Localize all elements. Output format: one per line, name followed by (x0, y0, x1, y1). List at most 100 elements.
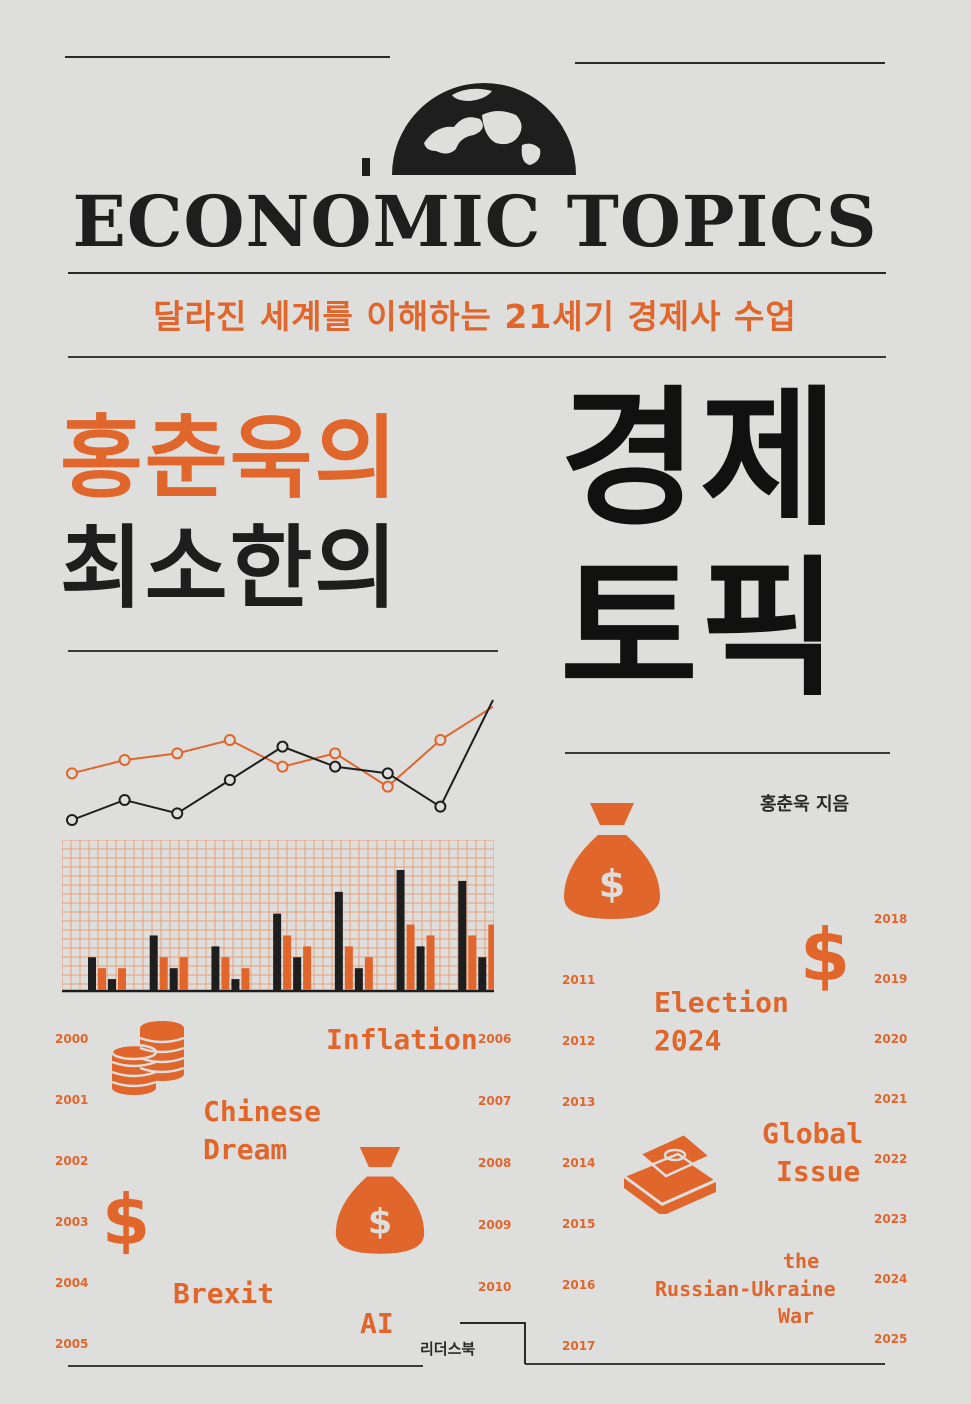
year-label: 2014 (562, 1156, 596, 1170)
bar (426, 935, 435, 990)
keyword-chinese: Chinese (203, 1095, 322, 1128)
line-point (223, 734, 236, 746)
bar (283, 935, 292, 990)
year-label: 2002 (55, 1154, 89, 1168)
bar (293, 957, 302, 990)
line-point (434, 734, 447, 746)
bar (179, 957, 188, 990)
line-point (66, 767, 78, 780)
year-label: 2023 (874, 1212, 908, 1226)
rule-under-korean-title (68, 650, 498, 652)
year-label: 2011 (562, 973, 596, 987)
line-point (171, 747, 184, 760)
bar (354, 968, 363, 990)
line-point (118, 754, 131, 766)
keyword-election: Election (654, 986, 789, 1019)
year-label: 2019 (874, 972, 908, 986)
bar (478, 957, 487, 990)
year-label: 2010 (478, 1280, 512, 1294)
svg-text:$: $ (800, 913, 850, 992)
year-label: 2016 (562, 1278, 596, 1292)
keyword-dream: Dream (203, 1133, 288, 1166)
bar (149, 935, 158, 990)
keyword-election-year: 2024 (654, 1024, 722, 1057)
coin-stack-icon (110, 1021, 185, 1095)
title-line-2: 최소한의 (60, 516, 400, 621)
year-label: 2008 (478, 1156, 512, 1170)
year-label: 2003 (55, 1215, 89, 1229)
bar (344, 946, 353, 990)
english-title: ECONOMIC TOPICS (72, 180, 878, 263)
line-chart-graphic (66, 699, 494, 826)
bottom-rule-right (525, 1363, 885, 1365)
dollar-sign-icon: $ (800, 913, 850, 992)
bar-chart-graphic (62, 840, 494, 993)
rule-under-subtitle (68, 356, 886, 358)
bar (88, 957, 96, 990)
bar (118, 968, 126, 990)
keyword-russian-ukraine: Russian-Ukraine (655, 1277, 836, 1301)
line-series-2 (71, 699, 494, 821)
svg-text:$: $ (102, 1181, 150, 1256)
year-label: 2004 (55, 1276, 89, 1290)
line-point (66, 814, 78, 826)
bar (159, 957, 168, 990)
year-label: 2007 (478, 1094, 512, 1108)
bar (303, 946, 312, 990)
publisher-logo-frame (460, 1322, 526, 1364)
line-point (276, 760, 289, 773)
year-label: 2022 (874, 1152, 908, 1166)
bar (241, 968, 250, 990)
bar (406, 924, 415, 990)
year-label: 2024 (874, 1272, 908, 1286)
cash-stack-icon (621, 1132, 718, 1214)
svg-text:$: $ (599, 862, 625, 906)
line-point (118, 794, 131, 806)
year-label: 2009 (478, 1218, 512, 1232)
bottom-rule-left (68, 1365, 423, 1367)
year-label: 2025 (874, 1332, 908, 1346)
bar (98, 968, 106, 990)
year-label: 2012 (562, 1034, 596, 1048)
line-point (381, 767, 394, 780)
money-bag-icon: $ (335, 1147, 425, 1254)
line-point (381, 780, 394, 793)
bar (211, 946, 220, 990)
title-big-line-2: 토픽 (560, 543, 841, 717)
year-label: 2000 (55, 1032, 89, 1046)
keyword-brexit: Brexit (173, 1277, 275, 1310)
money-bag-icon: $ (564, 803, 660, 919)
bar (108, 979, 116, 990)
rule-under-title (68, 272, 886, 274)
bar (169, 968, 178, 990)
year-label: 2005 (55, 1337, 89, 1351)
title-big-line-1: 경제 (560, 373, 841, 547)
dollar-sign-icon: $ (102, 1181, 150, 1256)
keyword-ai: AI (360, 1307, 394, 1340)
year-label: 2017 (562, 1339, 596, 1353)
line-point (171, 807, 184, 820)
keyword-inflation: Inflation (326, 1023, 478, 1056)
line-point (223, 774, 236, 786)
year-label: 2020 (874, 1032, 908, 1046)
bar (468, 935, 477, 990)
year-label: 2013 (562, 1095, 596, 1109)
bar (488, 924, 494, 990)
bar (221, 957, 230, 990)
top-rule-left (65, 56, 390, 58)
bar (334, 891, 343, 990)
author-credit: 홍춘욱 지음 (760, 794, 850, 815)
title-line-1: 홍춘욱의 (60, 406, 400, 511)
bar (416, 946, 425, 990)
year-label: 2018 (874, 912, 908, 926)
publisher-logo: 리더스북 (420, 1340, 476, 1358)
keyword-issue: Issue (776, 1155, 861, 1188)
bar (231, 979, 240, 990)
year-label: 2001 (55, 1093, 89, 1107)
line-point (276, 740, 289, 753)
line-point (329, 760, 342, 773)
keyword-global: Global (762, 1117, 864, 1150)
globe-icon (362, 83, 576, 176)
year-label: 2021 (874, 1092, 908, 1106)
